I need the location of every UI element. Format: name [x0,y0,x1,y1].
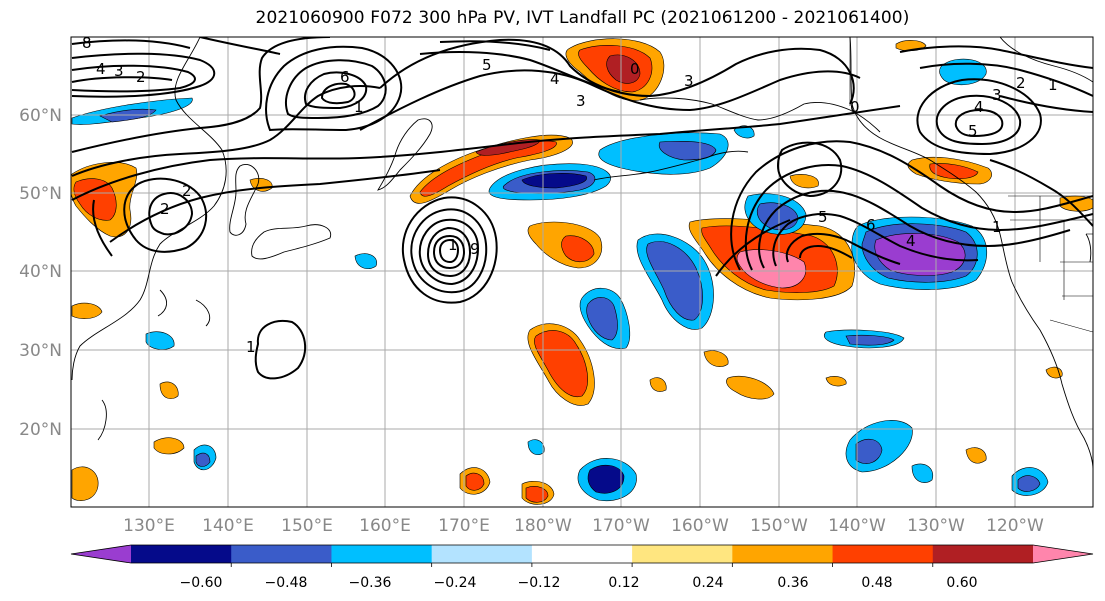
lat-label: 30°N [19,341,62,361]
colorbar-tick-label: −0.60 [180,575,223,591]
colorbar-segment [832,545,934,563]
lon-label: 120°W [986,516,1044,536]
colorbar-segment [632,545,733,563]
colorbar-segment [732,545,834,563]
colorbar-segment [531,545,633,563]
contour-label: 5 [482,56,492,74]
colorbar-segment [331,545,433,563]
lon-label: 150°E [281,516,333,536]
contour-label: 4 [974,98,984,116]
contour-label: 3 [992,86,1002,104]
latitude-labels: 60°N 50°N 40°N 30°N 20°N [19,106,62,440]
lon-label: 140°W [828,516,886,536]
contour-labels: 8 4 3 2 6 5 4 3 3 1 2 0 4 3 2 1 5 2 1 9 … [82,34,1058,356]
map-frame [70,36,1094,508]
lon-label: 160°W [671,516,729,536]
lon-label: 170°E [438,516,490,536]
lat-label: 50°N [19,184,62,204]
contour-label: 2 [1016,74,1026,92]
colorbar-outline [70,544,1094,564]
contour-label: 3 [684,72,694,90]
colorbar-segment [932,545,1034,563]
contour-label: 5 [968,122,978,140]
lon-label: 180°W [514,516,572,536]
contour-label: 6 [340,68,350,86]
lon-label: 130°W [907,516,965,536]
lon-label: 140°E [202,516,254,536]
colorbar-segment [431,545,533,563]
contour-label: 3 [576,92,586,110]
contour-label: 5 [818,208,828,226]
colorbar-extend-max [1033,545,1093,563]
lon-label: 130°E [123,516,175,536]
colorbar-extend-min [71,545,131,563]
contour-label: 1 [354,98,364,116]
contour-label: 4 [96,60,106,78]
colorbar-segment [131,545,232,563]
colorbar-tick-label: 0.48 [861,575,892,591]
contour-label: 2 [182,182,192,200]
longitude-labels: 130°E 140°E 150°E 160°E 170°E 180°W 170°… [123,516,1044,536]
lat-label: 60°N [19,106,62,126]
colorbar-tick-label: −0.48 [265,575,308,591]
contour-label: 8 [82,34,92,52]
colorbar [70,544,1094,567]
contour-label: 1 [992,218,1002,236]
colorbar-labels: −0.60 −0.48 −0.36 −0.24 −0.12 0.12 0.24 … [180,575,978,591]
contour-label: 1 [1048,76,1058,94]
contour-label: 0 [630,60,640,78]
contour-label: 4 [906,232,916,250]
contour-label: 9 [470,240,480,258]
lat-label: 20°N [19,420,62,440]
colorbar-tick-label: −0.24 [434,575,477,591]
map-content: 8 4 3 2 6 5 4 3 3 1 2 0 4 3 2 1 5 2 1 9 … [71,34,1093,507]
contour-label: 1 [448,236,458,254]
contour-label: 4 [550,70,560,88]
coastlines [71,37,1093,471]
lon-label: 160°E [359,516,411,536]
lat-label: 40°N [19,262,62,282]
lon-label: 170°W [592,516,650,536]
colorbar-tick-label: 0.24 [692,575,723,591]
colorbar-segment [231,545,332,563]
colorbar-tick-label: 0.36 [777,575,808,591]
colorbar-tick-label: −0.12 [518,575,561,591]
contour-label: 2 [136,68,146,86]
contour-label: 2 [160,200,170,218]
lon-label: 150°W [750,516,808,536]
gridlines [71,37,1093,507]
figure-title: 2021060900 F072 300 hPa PV, IVT Landfall… [255,8,910,28]
colorbar-tick-label: −0.36 [349,575,392,591]
colorbar-tick-label: 0.60 [946,575,977,591]
contour-label: 3 [114,62,124,80]
pv-contours [71,37,1093,380]
contour-label: 1 [246,338,256,356]
colorbar-tick-label: 0.12 [608,575,639,591]
contour-label: 0 [850,98,860,116]
contour-label: 6 [866,216,876,234]
